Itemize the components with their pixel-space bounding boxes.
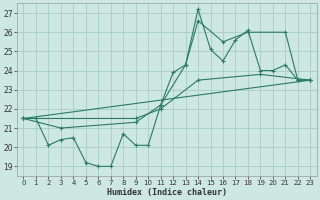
- X-axis label: Humidex (Indice chaleur): Humidex (Indice chaleur): [107, 188, 227, 197]
